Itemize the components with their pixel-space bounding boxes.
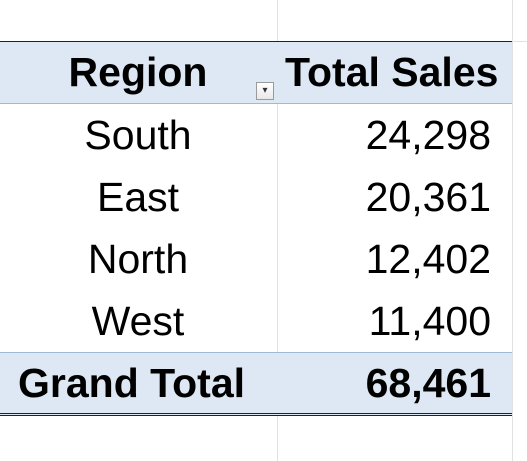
region-label: West (92, 298, 185, 345)
grand-total-row: Grand Total 68,461 (0, 352, 512, 416)
region-header-cell[interactable]: Region (0, 42, 276, 103)
table-row: East 20,361 (0, 166, 512, 228)
sales-cell[interactable]: 24,298 (277, 104, 491, 166)
total-sales-header-cell[interactable]: Total Sales (285, 42, 505, 103)
region-label: East (97, 174, 179, 221)
region-cell[interactable]: East (0, 166, 276, 228)
pivot-table: Region ▾ Total Sales South 24,298 East 2… (0, 41, 512, 416)
region-label: North (88, 236, 188, 283)
grand-total-label: Grand Total (18, 360, 245, 407)
grand-total-value-cell[interactable]: 68,461 (277, 353, 491, 413)
table-row: West 11,400 (0, 290, 512, 352)
sales-value: 11,400 (369, 298, 491, 345)
sales-cell[interactable]: 12,402 (277, 228, 491, 290)
table-row: South 24,298 (0, 104, 512, 166)
grand-total-value: 68,461 (366, 360, 491, 407)
column-gridline (512, 0, 513, 461)
total-sales-header-label: Total Sales (285, 49, 498, 96)
region-cell[interactable]: North (0, 228, 276, 290)
sales-value: 12,402 (366, 236, 491, 283)
sales-cell[interactable]: 20,361 (277, 166, 491, 228)
region-label: South (84, 112, 191, 159)
region-cell[interactable]: West (0, 290, 276, 352)
region-header-label: Region (69, 49, 208, 96)
sort-filter-dropdown-icon[interactable]: ▾ (256, 82, 274, 100)
region-cell[interactable]: South (0, 104, 276, 166)
grand-total-label-cell[interactable]: Grand Total (18, 353, 245, 413)
sales-cell[interactable]: 11,400 (277, 290, 491, 352)
table-row: North 12,402 (0, 228, 512, 290)
sales-value: 20,361 (366, 174, 491, 221)
sales-value: 24,298 (366, 112, 491, 159)
pivot-header-row: Region ▾ Total Sales (0, 41, 512, 104)
